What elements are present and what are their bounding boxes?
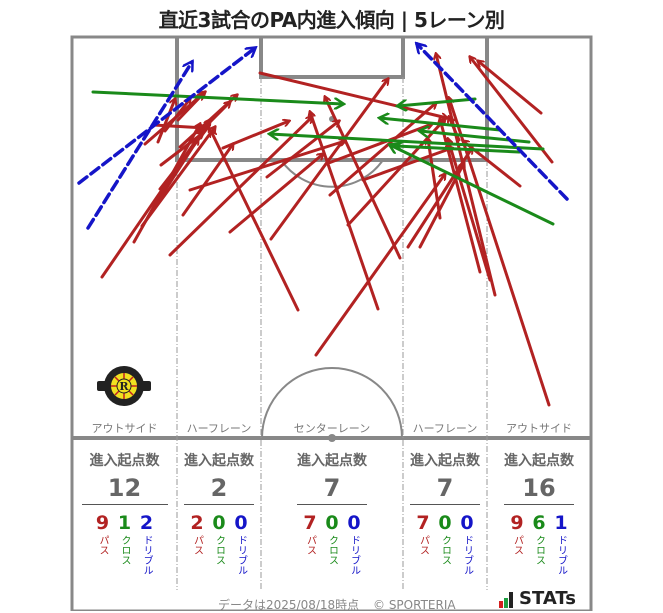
cross-count: 0 bbox=[438, 512, 452, 534]
stats-bar-red-icon bbox=[499, 601, 503, 608]
pass-arrow bbox=[314, 174, 445, 357]
pass-arrow bbox=[156, 99, 175, 144]
copyright: © SPORTERIA bbox=[373, 598, 456, 612]
pass-arrow bbox=[258, 71, 447, 118]
dribble-count: 0 bbox=[460, 512, 474, 534]
cross-count: 1 bbox=[117, 512, 132, 534]
dribble-count: 0 bbox=[234, 512, 248, 534]
dribble-label: ドリブル bbox=[461, 535, 473, 575]
cross-count: 6 bbox=[532, 512, 546, 534]
pass-arrow bbox=[436, 54, 497, 297]
pass-arrow bbox=[228, 154, 323, 234]
cross-label: クロス bbox=[119, 535, 130, 565]
stats-logo-text: STATs bbox=[519, 588, 576, 609]
lane-stats-halflane-left: 進入起点数 2 2 パス 0 クロス 0 ドリブル bbox=[177, 450, 261, 575]
stats-bar-green-icon bbox=[504, 598, 508, 608]
stats-logo: STATs bbox=[499, 590, 576, 608]
pass-label: パス bbox=[417, 535, 429, 555]
cross-label: クロス bbox=[439, 535, 451, 565]
lane-stats-outside-right: 進入起点数 16 9 パス 6 クロス 1 ドリブル bbox=[487, 450, 591, 575]
cross-count: 0 bbox=[212, 512, 226, 534]
pass-count: 2 bbox=[190, 512, 204, 534]
footer: データは2025/08/18時点 © SPORTERIA bbox=[218, 596, 456, 613]
pass-arrow bbox=[428, 139, 442, 220]
pass-arrow bbox=[265, 121, 339, 179]
data-date-note: データは2025/08/18時点 bbox=[218, 598, 360, 612]
entry-count-header: 進入起点数 bbox=[184, 453, 254, 469]
pass-arrows bbox=[100, 54, 554, 407]
pass-arrow bbox=[211, 131, 300, 312]
pass-label: パス bbox=[97, 535, 108, 555]
entry-count-header: 進入起点数 bbox=[504, 453, 574, 469]
pass-arrow bbox=[188, 141, 345, 192]
dribble-label: ドリブル bbox=[348, 535, 360, 575]
cross-arrows bbox=[91, 90, 555, 226]
pass-label: パス bbox=[304, 535, 316, 555]
pass-arrow bbox=[448, 139, 492, 282]
lane-stats-outside-left: 進入起点数 12 9 パス 1 クロス 2 ドリブル bbox=[72, 450, 177, 575]
cross-label: クロス bbox=[213, 535, 225, 565]
cross-arrow bbox=[91, 90, 343, 104]
cross-count: 0 bbox=[325, 512, 339, 534]
pass-arrow bbox=[310, 112, 380, 311]
lane-label-halflane-left: ハーフレーン bbox=[186, 422, 252, 435]
drib-arrow bbox=[417, 44, 569, 201]
pass-label: パス bbox=[191, 535, 203, 555]
chart-title: 直近3試合のPA内進入傾向 | 5レーン別 bbox=[158, 8, 505, 32]
pass-count: 7 bbox=[303, 512, 317, 534]
cross-label: クロス bbox=[326, 535, 338, 565]
cross-arrow bbox=[380, 118, 502, 132]
pass-arrow bbox=[325, 97, 402, 260]
drib-arrow bbox=[86, 62, 192, 230]
cross-label: クロス bbox=[533, 535, 545, 565]
lane-label-outside-right: アウトサイド bbox=[506, 422, 572, 435]
dribble-count: 1 bbox=[554, 512, 568, 534]
lane-label-outside-left: アウトサイド bbox=[91, 422, 158, 435]
lane-label-center: センターレーン bbox=[293, 422, 371, 435]
lane-stats-center: 進入起点数 7 7 パス 0 クロス 0 ドリブル bbox=[261, 450, 403, 575]
cross-arrow bbox=[398, 97, 477, 106]
lane-dividers bbox=[176, 77, 488, 590]
cross-arrow bbox=[390, 145, 555, 226]
dribble-label: ドリブル bbox=[235, 535, 247, 575]
entry-count-header: 進入起点数 bbox=[89, 453, 160, 469]
svg-text:R: R bbox=[119, 380, 129, 393]
pass-arrow bbox=[324, 124, 432, 166]
entry-count-header: 進入起点数 bbox=[410, 453, 480, 469]
team-logo-icon: R bbox=[97, 366, 151, 406]
entry-total: 12 bbox=[81, 474, 168, 505]
pass-arrow bbox=[152, 123, 205, 128]
pass-arrow bbox=[221, 121, 289, 150]
entry-total: 7 bbox=[297, 474, 367, 505]
pass-arrow bbox=[470, 57, 554, 164]
entry-total: 2 bbox=[184, 474, 254, 505]
dribble-count: 0 bbox=[347, 512, 361, 534]
entry-total: 16 bbox=[504, 474, 574, 505]
pass-arrow bbox=[168, 117, 312, 257]
lane-stats-halflane-right: 進入起点数 7 7 パス 0 クロス 0 ドリブル bbox=[403, 450, 487, 575]
cross-arrow bbox=[396, 146, 521, 154]
lane-label-halflane-right: ハーフレーン bbox=[412, 422, 478, 435]
dribble-count: 2 bbox=[139, 512, 154, 534]
pass-arrow bbox=[269, 79, 388, 241]
entry-total: 7 bbox=[410, 474, 480, 505]
pass-arrow bbox=[159, 133, 203, 167]
pass-count: 7 bbox=[416, 512, 430, 534]
pass-count: 9 bbox=[510, 512, 524, 534]
dribble-label: ドリブル bbox=[141, 535, 152, 575]
cross-arrow bbox=[270, 134, 545, 151]
pass-count: 9 bbox=[95, 512, 110, 534]
pass-arrow bbox=[346, 119, 445, 227]
pass-label: パス bbox=[511, 535, 523, 555]
pass-arrow bbox=[328, 103, 436, 197]
pass-arrow bbox=[478, 61, 543, 115]
pass-arrow bbox=[361, 148, 452, 182]
dribble-label: ドリブル bbox=[555, 535, 567, 575]
stats-bar-black-icon bbox=[509, 592, 513, 608]
dribble-arrows bbox=[77, 44, 569, 230]
drib-arrow bbox=[77, 48, 255, 185]
entry-count-header: 進入起点数 bbox=[297, 453, 367, 469]
